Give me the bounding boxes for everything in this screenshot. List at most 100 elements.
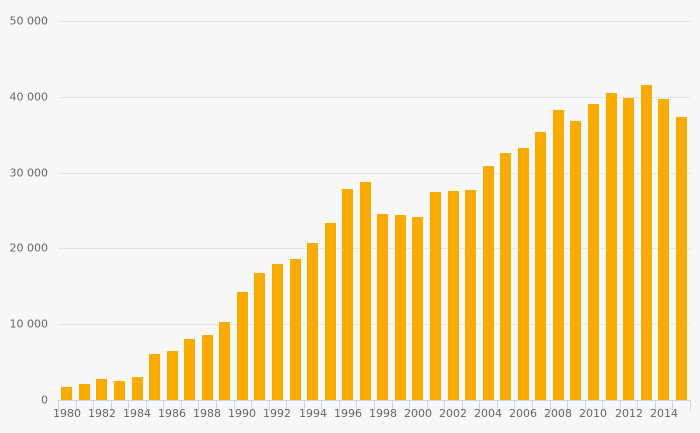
gridline <box>58 21 690 22</box>
bar-2000[interactable] <box>412 217 423 400</box>
x-axis-tick <box>497 401 498 411</box>
bar-1990[interactable] <box>237 292 248 400</box>
x-axis-tick <box>269 401 270 411</box>
bar-2011[interactable] <box>606 93 617 400</box>
gridline <box>58 97 690 98</box>
x-axis-tick <box>427 401 428 411</box>
gridline <box>58 173 690 174</box>
gridline <box>58 324 690 325</box>
x-axis-label: 2002 <box>439 407 467 420</box>
x-axis-label: 2004 <box>474 407 502 420</box>
bar-2015[interactable] <box>676 117 687 400</box>
bar-2009[interactable] <box>570 121 581 400</box>
bar-2007[interactable] <box>535 132 546 400</box>
x-axis-label: 2010 <box>579 407 607 420</box>
x-axis-tick <box>672 401 673 411</box>
bar-2010[interactable] <box>588 104 599 400</box>
x-axis-label: 1992 <box>263 407 291 420</box>
x-axis-tick <box>146 401 147 411</box>
bar-2008[interactable] <box>553 110 564 400</box>
bar-2014[interactable] <box>658 99 669 400</box>
x-axis-tick <box>286 401 287 411</box>
bar-1998[interactable] <box>377 214 388 400</box>
x-axis-tick <box>602 401 603 411</box>
x-axis-label: 1986 <box>158 407 186 420</box>
x-axis-tick <box>111 401 112 411</box>
bar-1981[interactable] <box>79 384 90 400</box>
bar-1997[interactable] <box>360 182 371 400</box>
bar-1980[interactable] <box>61 387 72 400</box>
y-axis-label: 10 000 <box>9 317 49 331</box>
x-axis-tick <box>409 401 410 411</box>
x-axis-label: 1996 <box>334 407 362 420</box>
bar-1993[interactable] <box>290 259 301 400</box>
x-axis-tick <box>181 401 182 411</box>
x-axis-tick <box>76 401 77 411</box>
x-axis-label: 2006 <box>509 407 537 420</box>
x-axis-tick <box>234 401 235 411</box>
bar-2005[interactable] <box>500 153 511 400</box>
x-axis-tick <box>163 401 164 411</box>
x-axis-tick <box>690 401 691 411</box>
x-axis-tick <box>444 401 445 411</box>
x-axis-tick <box>479 401 480 411</box>
x-axis-tick <box>128 401 129 411</box>
x-axis-tick <box>567 401 568 411</box>
y-axis-label: 20 000 <box>9 241 49 255</box>
bar-2001[interactable] <box>430 192 441 400</box>
bar-1985[interactable] <box>149 354 160 400</box>
x-axis-label: 2012 <box>615 407 643 420</box>
x-axis-label: 2008 <box>544 407 572 420</box>
x-axis-tick <box>550 401 551 411</box>
x-axis-label: 1984 <box>123 407 151 420</box>
x-axis-tick <box>321 401 322 411</box>
y-axis-label: 0 <box>41 393 48 407</box>
bar-2004[interactable] <box>483 166 494 400</box>
x-axis-label: 1982 <box>88 407 116 420</box>
bar-2003[interactable] <box>465 190 476 400</box>
x-axis-label: 1980 <box>53 407 81 420</box>
x-axis-tick <box>356 401 357 411</box>
bar-1982[interactable] <box>96 379 107 400</box>
x-axis-tick <box>216 401 217 411</box>
x-axis-tick <box>339 401 340 411</box>
gridline <box>58 248 690 249</box>
x-axis-label: 2014 <box>650 407 678 420</box>
x-axis-tick <box>58 401 59 411</box>
bar-1999[interactable] <box>395 215 406 400</box>
bar-1991[interactable] <box>254 273 265 400</box>
bar-1996[interactable] <box>342 189 353 400</box>
bar-1992[interactable] <box>272 264 283 400</box>
x-axis-line <box>58 400 691 401</box>
x-axis-tick <box>514 401 515 411</box>
x-axis-tick <box>392 401 393 411</box>
bar-1994[interactable] <box>307 243 318 400</box>
bar-1984[interactable] <box>132 377 143 400</box>
x-axis-tick <box>374 401 375 411</box>
bar-2006[interactable] <box>518 148 529 400</box>
y-axis-label: 40 000 <box>9 90 49 104</box>
x-axis-label: 2000 <box>404 407 432 420</box>
x-axis-tick <box>637 401 638 411</box>
bar-1988[interactable] <box>202 335 213 400</box>
bar-1995[interactable] <box>325 223 336 400</box>
y-axis-label: 30 000 <box>9 166 49 180</box>
bar-1989[interactable] <box>219 322 230 400</box>
x-axis-tick <box>251 401 252 411</box>
y-axis-label: 50 000 <box>9 14 49 28</box>
bar-2013[interactable] <box>641 85 652 400</box>
x-axis-tick <box>304 401 305 411</box>
x-axis-tick <box>585 401 586 411</box>
x-axis-tick <box>655 401 656 411</box>
bar-2012[interactable] <box>623 98 634 400</box>
x-axis-tick <box>532 401 533 411</box>
x-axis-tick <box>198 401 199 411</box>
bar-1983[interactable] <box>114 381 125 400</box>
bar-2002[interactable] <box>448 191 459 400</box>
x-axis-label: 1990 <box>228 407 256 420</box>
x-axis-tick <box>93 401 94 411</box>
x-axis-label: 1988 <box>193 407 221 420</box>
bar-1987[interactable] <box>184 339 195 400</box>
bar-1986[interactable] <box>167 351 178 400</box>
